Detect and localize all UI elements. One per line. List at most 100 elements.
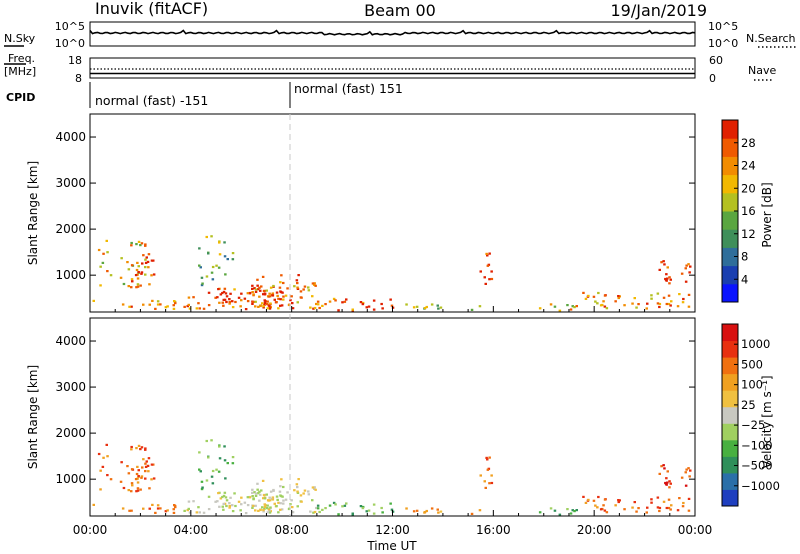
power-cell: [307, 289, 311, 292]
power-cell: [645, 307, 648, 310]
velocity-cell: [234, 504, 237, 508]
velocity-cell: [571, 509, 574, 512]
velocity-colorbar-frame: [721, 323, 739, 507]
power-cell: [166, 305, 169, 308]
power-cell: [597, 291, 600, 295]
velocity-cell: [148, 487, 151, 490]
power-cell: [216, 296, 219, 299]
power-cell: [282, 295, 285, 298]
power-cell: [689, 265, 692, 268]
power-cell: [663, 263, 666, 266]
power-cell: [269, 286, 273, 289]
velocity-cell: [130, 482, 134, 485]
power-ylabel: Slant Range [km]: [26, 161, 40, 265]
freq-tick-top: 18: [68, 54, 82, 67]
power-cell: [315, 302, 318, 306]
power-cell: [99, 265, 102, 268]
velocity-cell: [251, 488, 254, 491]
power-cell: [263, 303, 266, 306]
velocity-cell: [684, 484, 688, 487]
power-cell: [130, 241, 133, 245]
power-cell: [291, 302, 294, 305]
power-cell: [415, 305, 419, 308]
velocity-cell: [617, 500, 620, 504]
velocity-colorbar-segment: [722, 340, 738, 358]
velocity-cell: [136, 481, 140, 484]
power-cell: [225, 300, 228, 304]
velocity-cell: [261, 506, 264, 509]
power-cell: [269, 306, 272, 309]
velocity-cell: [222, 494, 226, 497]
power-cell: [198, 264, 201, 267]
velocity-cell: [268, 511, 272, 514]
velocity-cell: [372, 503, 376, 506]
power-cell: [251, 302, 254, 305]
power-cell: [656, 292, 660, 295]
power-cell: [268, 307, 272, 310]
velocity-cell: [137, 475, 140, 478]
velocity-colorbar-segment: [722, 456, 738, 474]
velocity-cell: [367, 509, 371, 512]
power-cell: [142, 303, 145, 306]
power-cell: [390, 304, 394, 307]
power-cell: [122, 282, 126, 286]
velocity-ytick-label: 4000: [55, 334, 86, 348]
velocity-cell: [130, 448, 133, 451]
power-cell: [254, 290, 258, 293]
velocity-cell: [486, 458, 489, 461]
power-cell: [666, 277, 669, 280]
power-cell: [668, 282, 671, 285]
velocity-ytick-label: 1000: [55, 472, 86, 486]
velocity-cell: [341, 505, 344, 508]
power-cell: [187, 303, 190, 306]
power-cell: [192, 296, 195, 299]
velocity-cell: [137, 469, 140, 472]
time-tick-label: 20:00: [577, 523, 612, 537]
power-cell: [316, 300, 320, 303]
power-cell: [470, 308, 474, 311]
velocity-cell: [222, 502, 225, 505]
velocity-cell: [136, 487, 140, 490]
power-cell: [262, 305, 265, 308]
power-cell: [660, 261, 663, 264]
power-cell: [219, 293, 223, 296]
velocity-cell: [316, 507, 320, 510]
power-colorbar-tick-label: 8: [741, 250, 748, 264]
velocity-cell: [135, 490, 138, 493]
velocity-cell: [256, 482, 259, 485]
velocity-cell: [266, 511, 270, 514]
site-title: Inuvik (fitACF): [95, 0, 208, 18]
velocity-cell: [130, 445, 133, 449]
velocity-colorbar-segment: [722, 439, 738, 457]
velocity-cell: [225, 504, 228, 508]
power-ytick-label: 2000: [55, 222, 86, 236]
power-ytick-label: 4000: [55, 130, 86, 144]
velocity-cell: [594, 504, 597, 507]
velocity-cell: [359, 505, 363, 508]
velocity-cell: [678, 497, 681, 500]
velocity-cell: [239, 509, 242, 512]
velocity-cell: [248, 496, 252, 499]
velocity-cell: [287, 507, 291, 511]
power-cell: [136, 283, 140, 286]
velocity-cell: [605, 511, 609, 514]
velocity-cell: [316, 504, 320, 507]
power-cell: [486, 254, 489, 257]
power-cell: [187, 296, 191, 299]
velocity-cell: [139, 488, 142, 491]
velocity-cell: [271, 496, 275, 499]
power-cell: [666, 266, 669, 269]
velocity-cell: [223, 491, 227, 494]
power-colorbar-tick-label: 16: [741, 204, 756, 218]
velocity-cell: [662, 464, 665, 467]
velocity-colorbar-segment: [722, 373, 738, 391]
power-cell: [144, 258, 147, 261]
velocity-cell: [254, 494, 258, 497]
power-cell: [207, 304, 211, 307]
power-cell: [147, 266, 150, 269]
power-cell: [259, 304, 262, 308]
velocity-cell: [186, 509, 189, 512]
power-cell: [258, 295, 261, 298]
power-cell: [658, 305, 661, 309]
